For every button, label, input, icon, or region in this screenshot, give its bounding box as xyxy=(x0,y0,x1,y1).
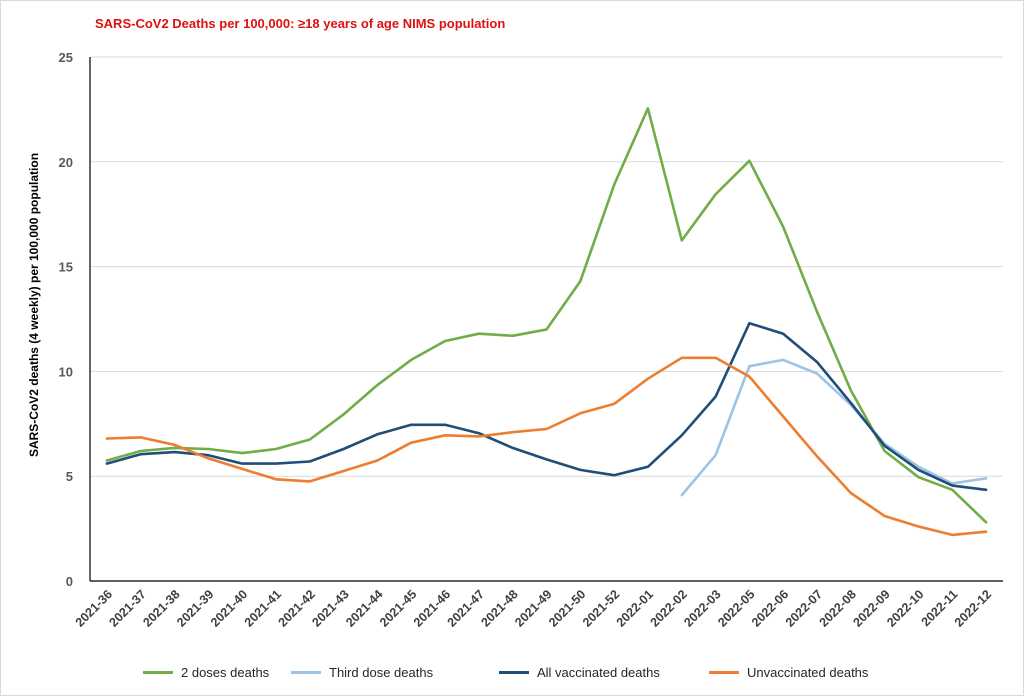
chart-title: SARS-CoV2 Deaths per 100,000: ≥18 years … xyxy=(95,16,506,31)
legend-swatch xyxy=(291,670,321,674)
legend-item: Third dose deaths xyxy=(291,662,433,682)
series-line-2-doses-deaths xyxy=(105,107,988,524)
legend-item: 2 doses deaths xyxy=(143,662,269,682)
y-tick-label: 10 xyxy=(59,364,73,379)
series-line-third-dose-deaths xyxy=(680,358,988,497)
legend-swatch xyxy=(499,670,529,674)
legend-item: All vaccinated deaths xyxy=(499,662,660,682)
legend-label: 2 doses deaths xyxy=(181,664,270,680)
legend-item: Unvaccinated deaths xyxy=(709,662,868,682)
series-line-all-vaccinated-deaths xyxy=(105,321,988,492)
x-tick-label: 2022-10 xyxy=(884,587,926,629)
legend-label: Third dose deaths xyxy=(329,664,434,680)
y-tick-label: 15 xyxy=(59,260,73,275)
legend: 2 doses deaths Third dose deaths All vacci… xyxy=(0,662,1024,682)
legend-label: Unvaccinated deaths xyxy=(747,664,869,680)
legend-swatch xyxy=(143,670,173,674)
legend-label: All vaccinated deaths xyxy=(537,664,660,680)
y-tick-label: 20 xyxy=(59,155,73,170)
y-tick-label: 5 xyxy=(66,469,73,484)
legend-swatch xyxy=(709,670,739,674)
y-tick-label: 0 xyxy=(66,574,73,589)
series-line-unvaccinated-deaths xyxy=(105,356,988,537)
x-tick-label: 2022-12 xyxy=(952,587,994,629)
y-tick-label: 25 xyxy=(59,50,73,65)
